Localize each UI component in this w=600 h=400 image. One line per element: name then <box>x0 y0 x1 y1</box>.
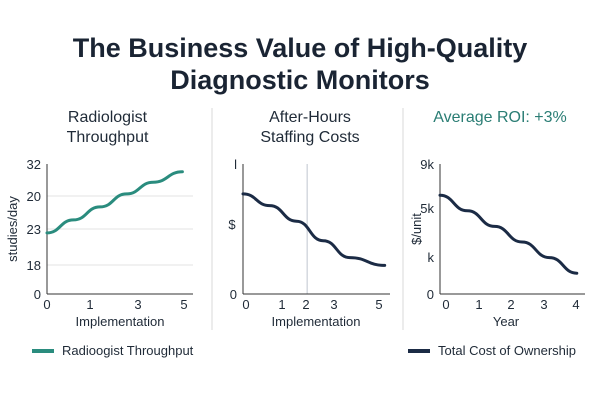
y-tick-label: 0 <box>427 287 434 302</box>
y-tick-label: 5k <box>420 201 434 216</box>
x-tick-label: 0 <box>442 297 449 312</box>
legend-label-throughput: Radioogist Throughput <box>62 343 194 358</box>
y-tick-label: 20 <box>27 189 41 204</box>
y-axis-label: $/unit <box>409 213 424 245</box>
series-line-3 <box>438 193 579 275</box>
x-tick-label: 1 <box>278 297 285 312</box>
panel-1-title-line-2: Throughput <box>66 129 149 146</box>
x-tick-label: 2 <box>302 297 309 312</box>
x-tick-label: 3 <box>134 297 141 312</box>
panel-2-title: After-Hours Staffing Costs <box>225 108 395 148</box>
x-axis-label: Year <box>493 314 520 329</box>
legend-tco: Total Cost of Ownership <box>408 343 576 358</box>
x-tick-label: 3 <box>330 297 337 312</box>
x-tick-label: 0 <box>43 297 50 312</box>
series-line-2 <box>241 192 387 267</box>
y-tick-label: 0 <box>34 287 41 302</box>
panel-3-title: Average ROI: +3% <box>410 108 590 128</box>
x-tick-label: 1 <box>475 297 482 312</box>
x-axis-label: Implementation <box>76 314 165 329</box>
x-tick-label: 2 <box>507 297 514 312</box>
panel-1-title: Radiologist Throughput <box>25 108 190 148</box>
x-tick-label: 3 <box>540 297 547 312</box>
panel-2-title-line-2: Staffing Costs <box>260 129 360 146</box>
legend-swatch-navy <box>408 348 430 353</box>
legend-throughput: Radioogist Throughput <box>32 343 193 358</box>
y-tick-label: 18 <box>27 258 41 273</box>
x-tick-label: 0 <box>242 297 249 312</box>
y-tick-label: 23 <box>27 222 41 237</box>
title-line-1: The Business Value of High-Quality <box>72 33 528 63</box>
page-title: The Business Value of High-Quality Diagn… <box>0 32 600 96</box>
series-line-1 <box>45 170 184 235</box>
x-tick-label: 5 <box>375 297 382 312</box>
y-axis-label: $ <box>228 217 236 232</box>
title-line-2: Diagnostic Monitors <box>170 65 430 95</box>
y-tick-label: 0 <box>230 287 237 302</box>
legend-label-tco: Total Cost of Ownership <box>438 343 577 358</box>
y-tick-label: 32 <box>27 157 41 172</box>
legend-swatch-teal <box>32 348 54 353</box>
x-axis-label: Implementation <box>272 314 361 329</box>
y-tick-label: l <box>234 157 237 172</box>
x-tick-label: 4 <box>572 297 579 312</box>
x-tick-label: 1 <box>86 297 93 312</box>
panel-2-title-line-1: After-Hours <box>269 109 351 126</box>
panel-1-title-line-1: Radiologist <box>67 109 148 126</box>
y-tick-label: 9k <box>420 157 434 172</box>
y-axis-label: studies/day <box>5 196 20 262</box>
y-tick-label: k <box>428 250 435 265</box>
roi-label: Average ROI: +3% <box>433 109 567 126</box>
x-tick-label: 5 <box>180 297 187 312</box>
